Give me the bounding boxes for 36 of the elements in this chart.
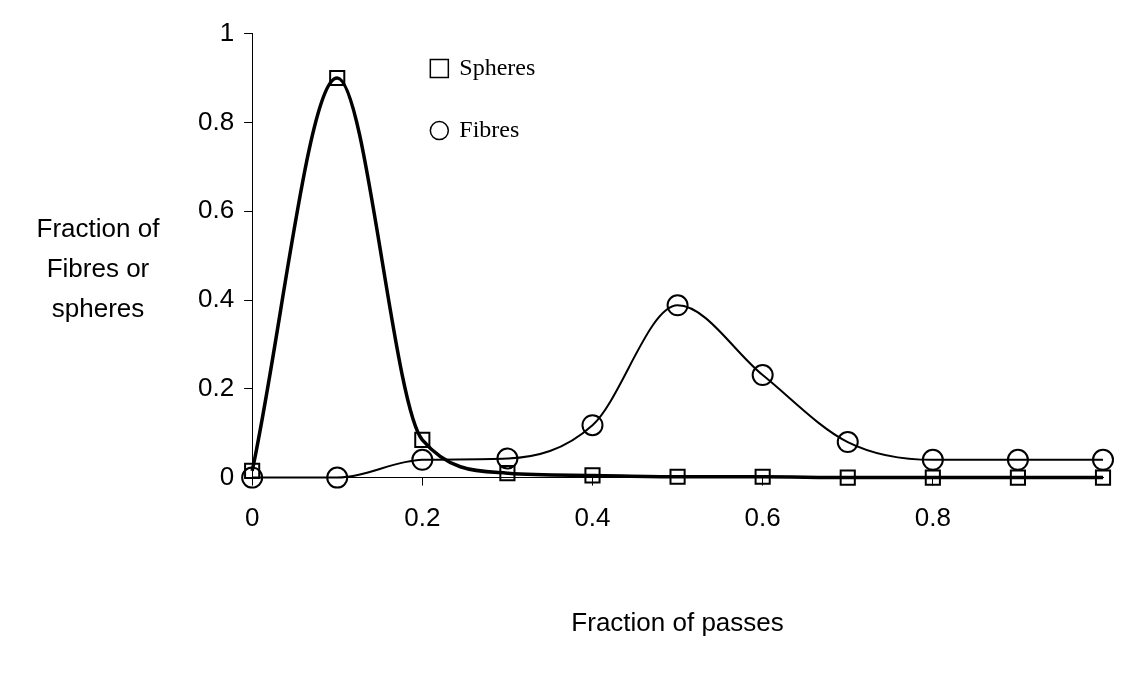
x-tick-label: 0 <box>244 502 260 533</box>
y-tick-label: 0.8 <box>197 105 235 136</box>
point <box>669 468 686 485</box>
y-tick-label: 1 <box>219 16 235 47</box>
point <box>751 364 774 387</box>
x-tick-label: 0.4 <box>574 502 611 533</box>
point <box>1094 469 1112 486</box>
point <box>1006 448 1029 471</box>
legend-label: Spheres <box>459 53 536 80</box>
point <box>839 469 856 486</box>
point <box>329 69 346 87</box>
y-axis-title: Fraction of Fibres or spheres <box>35 212 161 325</box>
point <box>1092 448 1114 471</box>
point <box>241 466 264 489</box>
point <box>584 467 601 484</box>
x-tick-label: 0.2 <box>404 502 441 533</box>
x-axis-title: Fraction of passes <box>571 606 784 637</box>
point <box>499 465 516 482</box>
legend-label: Fibres <box>459 115 520 142</box>
point <box>666 294 689 317</box>
point <box>326 466 349 489</box>
point <box>1009 469 1026 486</box>
y-tick-label: 0.6 <box>197 194 235 225</box>
point <box>836 431 859 454</box>
x-tick-label: 0.6 <box>744 502 781 533</box>
point <box>411 448 434 471</box>
y-tick-label: 0.4 <box>197 283 235 314</box>
point <box>581 414 604 437</box>
point <box>921 448 944 471</box>
y-tick-label: 0.2 <box>197 371 235 402</box>
x-tick-label: 0.8 <box>914 502 951 533</box>
y-tick-label: 0 <box>219 460 235 491</box>
point <box>496 447 519 470</box>
point <box>754 468 771 485</box>
point <box>414 431 431 448</box>
point <box>924 469 941 486</box>
